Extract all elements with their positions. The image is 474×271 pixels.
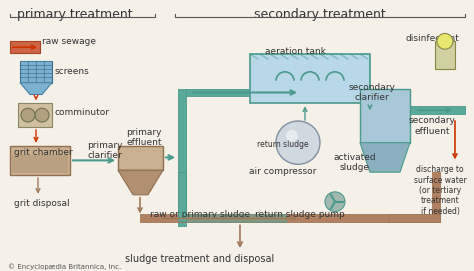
Polygon shape <box>118 170 163 195</box>
FancyBboxPatch shape <box>306 89 370 96</box>
FancyBboxPatch shape <box>435 41 455 69</box>
Text: disinfectant: disinfectant <box>405 34 459 43</box>
FancyBboxPatch shape <box>178 172 186 221</box>
FancyBboxPatch shape <box>186 89 316 96</box>
Circle shape <box>35 108 49 122</box>
FancyBboxPatch shape <box>370 89 378 162</box>
Text: air compressor: air compressor <box>249 167 317 176</box>
Text: grit disposal: grit disposal <box>14 199 70 208</box>
Circle shape <box>21 108 35 122</box>
FancyBboxPatch shape <box>388 214 440 222</box>
Circle shape <box>276 121 320 164</box>
Polygon shape <box>360 143 410 172</box>
Text: primary
effluent: primary effluent <box>127 128 162 147</box>
FancyBboxPatch shape <box>410 106 465 114</box>
FancyBboxPatch shape <box>360 89 410 143</box>
Text: raw or primary sludge: raw or primary sludge <box>150 209 250 219</box>
FancyBboxPatch shape <box>18 103 52 127</box>
FancyBboxPatch shape <box>10 146 70 175</box>
Text: © Encyclopædia Britannica, Inc.: © Encyclopædia Britannica, Inc. <box>8 264 121 270</box>
Text: grit chamber: grit chamber <box>14 148 73 157</box>
Text: aeration tank: aeration tank <box>264 47 326 56</box>
FancyBboxPatch shape <box>118 146 163 170</box>
FancyBboxPatch shape <box>432 172 440 221</box>
Polygon shape <box>20 83 52 95</box>
FancyBboxPatch shape <box>20 61 52 83</box>
Text: comminutor: comminutor <box>55 108 110 117</box>
FancyBboxPatch shape <box>12 156 68 173</box>
FancyBboxPatch shape <box>140 214 440 222</box>
Text: sludge treatment and disposal: sludge treatment and disposal <box>125 254 274 264</box>
FancyBboxPatch shape <box>10 41 40 53</box>
FancyBboxPatch shape <box>186 214 286 222</box>
Circle shape <box>437 33 453 49</box>
Circle shape <box>286 130 298 142</box>
FancyBboxPatch shape <box>250 54 370 103</box>
Text: raw sewage: raw sewage <box>42 37 96 46</box>
Text: discharge to
surface water
(or tertiary
treatment
if needed): discharge to surface water (or tertiary … <box>414 165 466 216</box>
Circle shape <box>325 192 345 212</box>
Text: screens: screens <box>55 67 90 76</box>
Text: secondary
clarifier: secondary clarifier <box>348 83 395 102</box>
Text: primary treatment: primary treatment <box>17 8 133 21</box>
Text: return sludge: return sludge <box>257 140 309 149</box>
Text: primary
clarifier: primary clarifier <box>87 141 123 160</box>
Text: return sludge pump: return sludge pump <box>255 209 345 219</box>
Text: secondary treatment: secondary treatment <box>254 8 386 21</box>
Text: secondary
effluent: secondary effluent <box>409 116 456 136</box>
Text: activated
sludge: activated sludge <box>334 153 376 172</box>
FancyBboxPatch shape <box>178 89 186 226</box>
